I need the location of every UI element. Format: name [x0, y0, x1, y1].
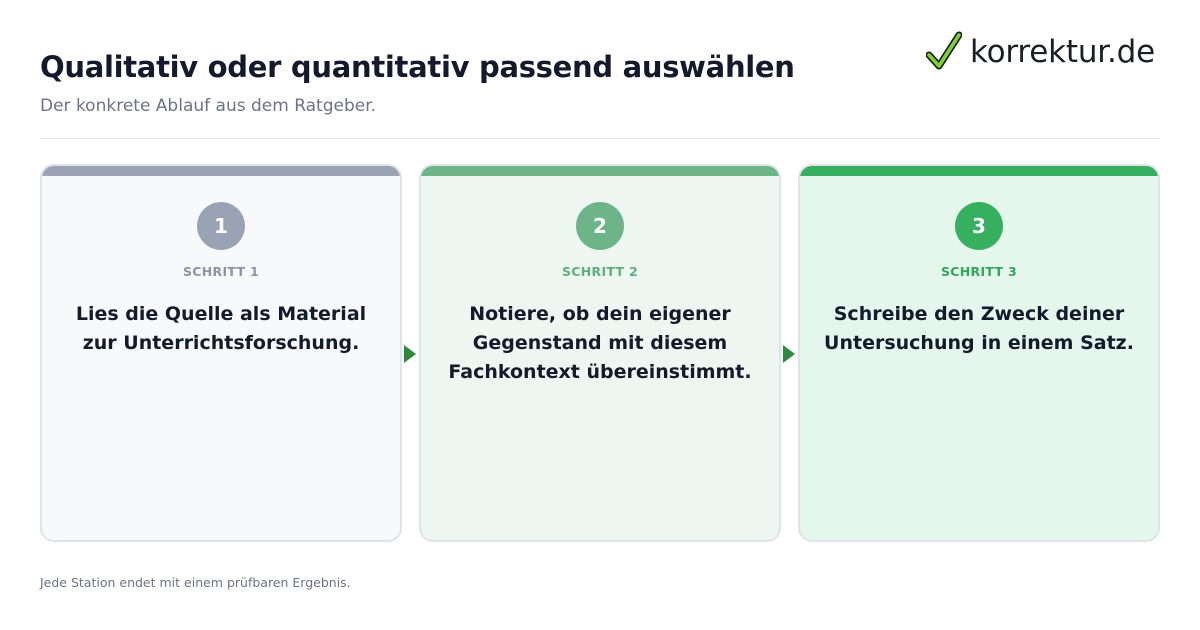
step-label: SCHRITT 2 [561, 264, 638, 279]
brand-logo-text: korrektur.de [970, 34, 1156, 70]
page-subtitle: Der konkrete Ablauf aus dem Ratgeber. [40, 96, 377, 116]
brand-logo: korrektur.de [926, 30, 1155, 74]
step-card-accent-bar [42, 166, 400, 176]
step-number-badge: 1 [197, 202, 245, 250]
step-card-2: 2 SCHRITT 2 Notiere, ob dein eigener Geg… [419, 164, 781, 542]
arrow-right-icon [783, 345, 795, 363]
step-card-3: 3 SCHRITT 3 Schreibe den Zweck deiner Un… [798, 164, 1160, 542]
step-label: SCHRITT 1 [182, 264, 259, 279]
step-number-badge: 2 [576, 202, 624, 250]
step-card-1: 1 SCHRITT 1 Lies die Quelle als Material… [40, 164, 402, 542]
step-description: Schreibe den Zweck deiner Untersuchung i… [824, 303, 1134, 354]
step-label: SCHRITT 3 [940, 264, 1017, 279]
step-number-badge: 3 [955, 202, 1003, 250]
page-title: Qualitativ oder quantitativ passend ausw… [40, 50, 795, 84]
header-divider [40, 138, 1160, 139]
arrow-right-icon [404, 345, 416, 363]
footer-note: Jede Station endet mit einem prüfbaren E… [40, 575, 351, 590]
step-card-accent-bar [421, 166, 779, 176]
checkmark-icon [926, 31, 962, 70]
step-card-accent-bar [800, 166, 1158, 176]
step-description: Notiere, ob dein eigener Gegenstand mit … [448, 303, 752, 383]
step-description: Lies die Quelle als Material zur Unterri… [75, 303, 367, 354]
